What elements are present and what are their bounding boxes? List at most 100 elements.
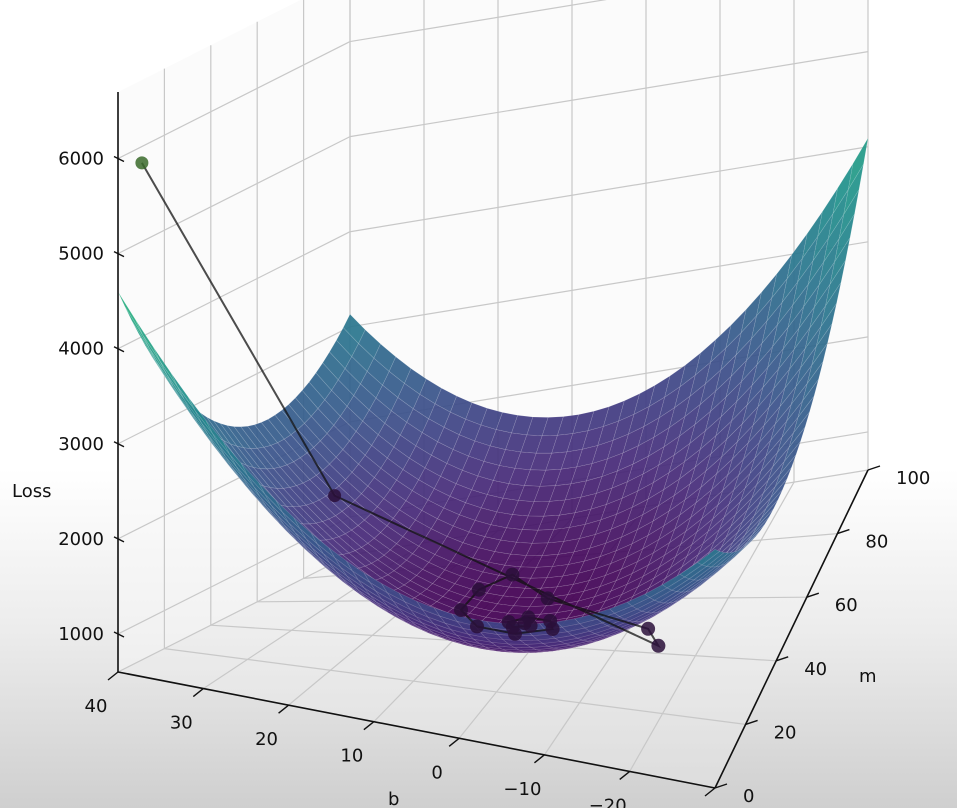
surface-patch [829,237,851,285]
b-tick [278,704,290,714]
loss-tick [113,441,125,448]
surface-patch [741,387,764,425]
surface-patch [461,644,485,650]
surface-patch [436,507,460,527]
surface-patch [406,408,429,434]
loss-tick-label: 4000 [58,339,104,360]
b-axis-label: b [388,789,399,808]
surface-patch [501,648,525,652]
surface-patch [760,437,783,472]
surface-patch [609,601,633,614]
descent-point [540,591,555,606]
surface-patch [571,630,596,639]
surface-patch [561,590,585,605]
surface-patch [788,411,810,448]
b-tick [533,754,545,764]
surface-patch [403,580,428,595]
surface-patch [412,393,436,420]
surface-patch [190,410,215,446]
surface-patch [762,348,784,388]
surface-patch [626,498,649,524]
b-tick-label: 30 [170,713,193,734]
surface-patch [438,615,464,629]
m-tick-label: 80 [865,532,888,553]
surface-patch [409,575,434,590]
surface-patch [765,421,787,457]
surface-patch [604,556,628,577]
tick-labels: 100020003000400050006000403020100−10−20−… [58,149,930,808]
surface-patch [680,579,704,593]
surface-patch [384,410,408,436]
surface-patch [328,547,353,571]
grid-line-b [629,481,795,772]
surface-patch [673,374,696,409]
surface-patch [644,584,668,598]
surface-patch [743,425,765,460]
surface-patch [437,426,460,450]
surface-patch [393,434,417,459]
grid-line-m [164,648,746,725]
surface-patch [252,466,278,489]
surface-patch [424,454,448,477]
descent-point [471,582,486,597]
surface-patch [636,599,660,612]
surface-patch [319,433,344,458]
surface-patch [486,480,510,499]
surface-patch [583,575,606,592]
grid-line-loss-left [117,231,351,350]
grid-line-loss-back [349,51,869,138]
b-tick-label: −10 [503,779,541,800]
b-tick [619,770,631,780]
surface-patch [704,347,727,385]
m-tick [837,528,850,535]
descent-point [454,603,468,617]
surface-patch [705,552,730,568]
surface-patch [492,465,516,485]
b-tick [704,787,716,797]
surface-patch [572,568,596,585]
surface-patch [666,576,690,591]
surface-patch [502,586,526,598]
surface-patch [622,426,645,454]
surface-patch [367,537,391,556]
surface-patch [427,632,451,642]
surface-patch [792,260,814,306]
b-tick-label: −20 [589,795,627,808]
loss-tick [113,155,125,163]
surface-patch [450,638,474,647]
surface-patch [377,422,401,448]
surface-patch [621,473,644,499]
surface-patch [782,306,804,349]
surface-patch [751,466,773,499]
surface-patch [229,443,255,468]
loss-tick-label: 1000 [58,624,104,645]
surface-patch [124,306,150,348]
gradient-descent-path [135,156,666,653]
surface-patch [779,368,801,407]
surface-patch [247,424,272,448]
surface-patch [477,461,500,481]
loss-surface [117,137,869,654]
surface-patch [658,435,680,466]
surface-patch [294,531,319,557]
surface-patch [795,346,817,387]
surface-patch [679,562,703,578]
surface-patch [747,407,770,444]
descent-point [651,638,666,653]
surface-patch [364,444,388,469]
surface-patch [583,542,607,562]
m-tick [714,783,728,789]
surface-patch [293,517,318,545]
loss-tick-label: 5000 [58,244,104,265]
surface-patch [656,600,679,613]
surface-patch [335,570,359,591]
loss-tick [113,346,125,353]
surface-patch [642,525,665,550]
surface-patch [787,284,809,328]
surface-patch [151,356,177,394]
loss-tick-label: 2000 [58,529,104,550]
surface-patch [730,497,752,527]
surface-patch [668,590,691,604]
surface-patch [757,369,779,408]
